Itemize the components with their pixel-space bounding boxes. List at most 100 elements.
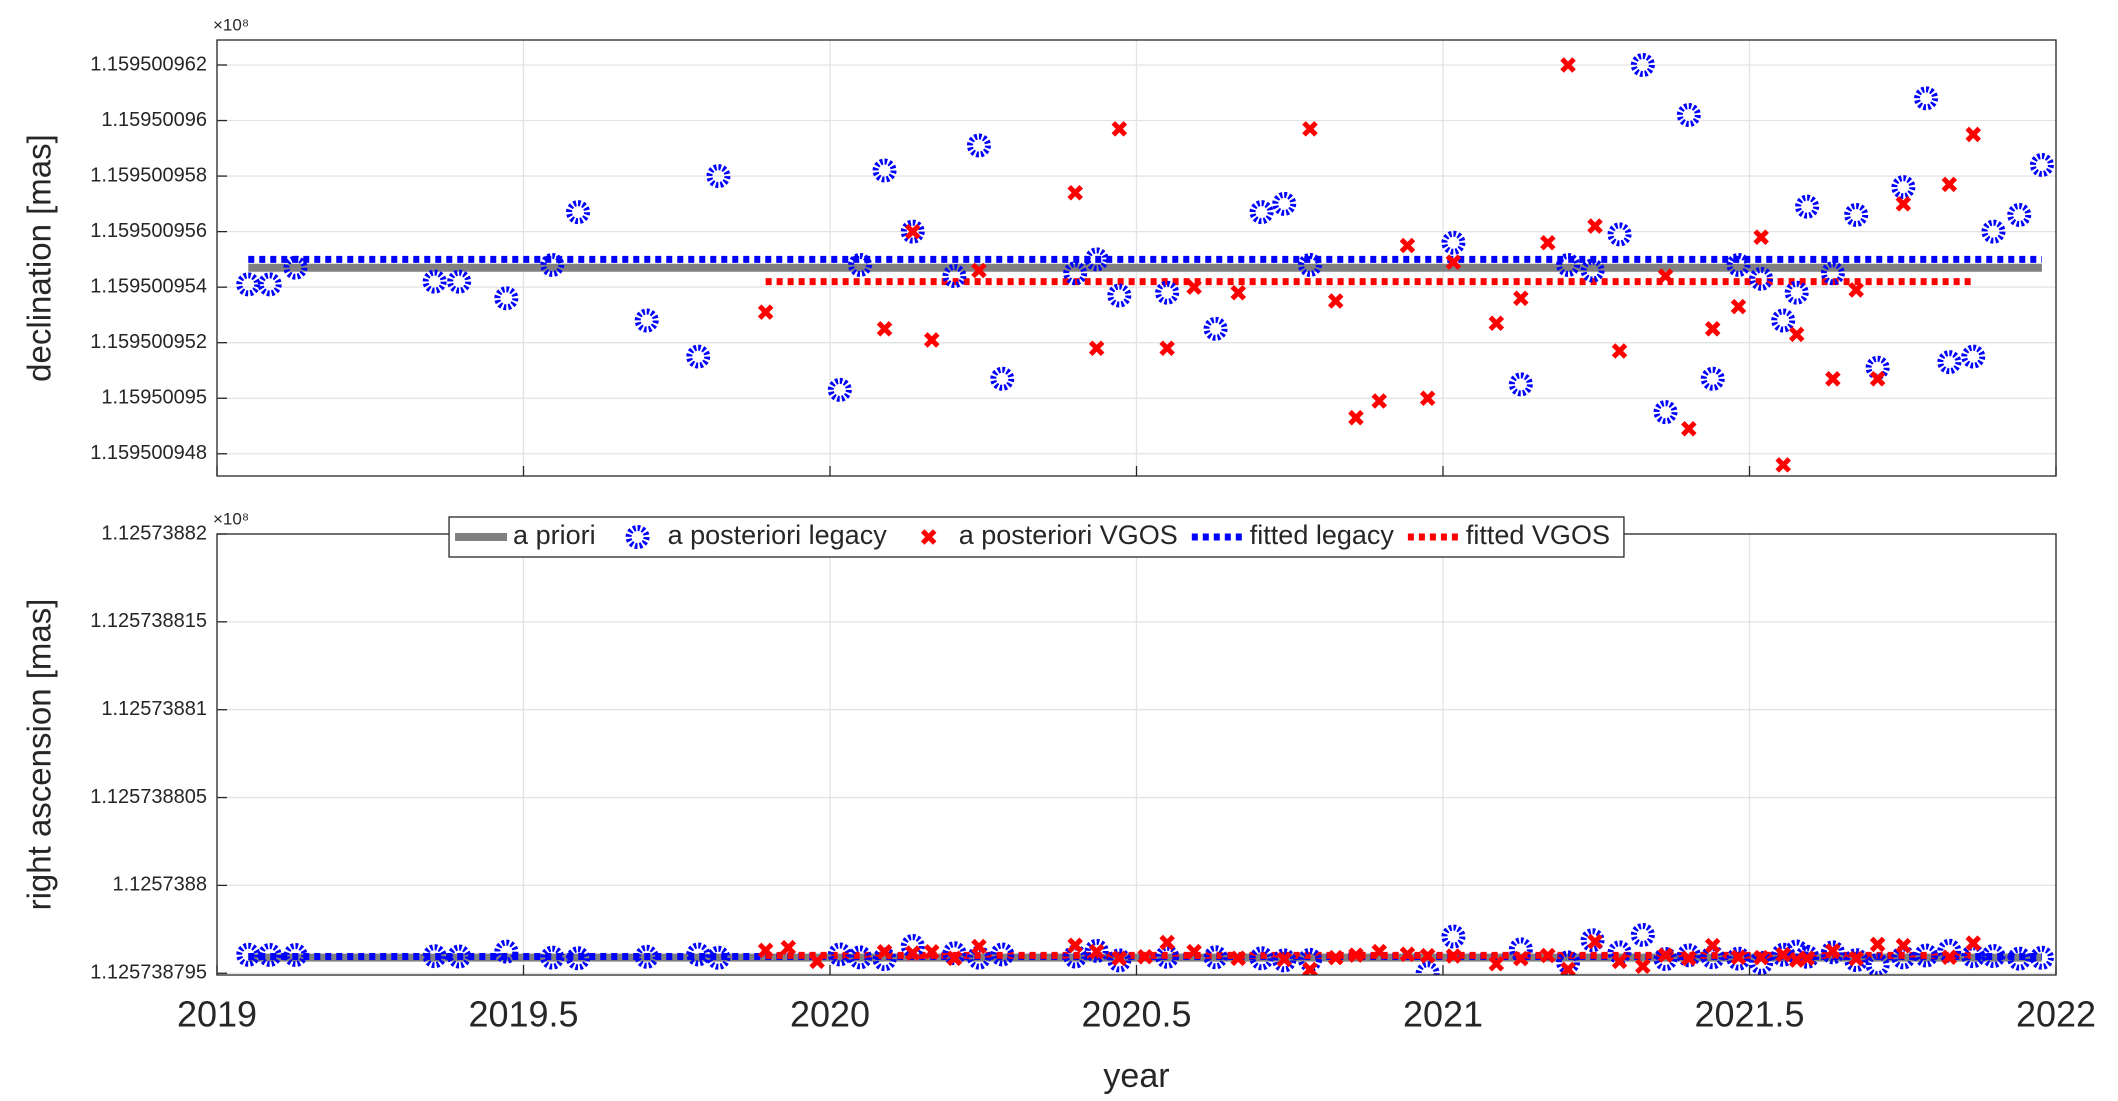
data-point [283, 255, 308, 280]
y-tick-label: 1.125738815 [90, 610, 207, 632]
data-point [1107, 283, 1132, 308]
data-point [990, 942, 1015, 967]
data-point [1775, 457, 1791, 473]
legend-label: fitted legacy [1250, 520, 1395, 550]
data-point [872, 158, 897, 183]
y-tick-label: 1.159500956 [90, 220, 207, 242]
data-point [1111, 121, 1128, 137]
data-point [923, 944, 940, 960]
data-point [236, 942, 261, 967]
data-point [540, 252, 565, 277]
data-point [1820, 940, 1845, 965]
y-axis-label: right ascension [mas] [21, 599, 58, 911]
data-point [1784, 939, 1809, 964]
data-point [1869, 936, 1886, 953]
y-tick-label: 1.159500952 [90, 331, 207, 353]
data-point [1965, 126, 1982, 143]
data-point [1730, 298, 1747, 315]
data-point [1556, 950, 1581, 975]
data-point [1560, 57, 1576, 73]
data-point [1820, 261, 1845, 286]
data-point [447, 269, 472, 294]
data-point [1540, 234, 1556, 251]
legend-swatch [920, 529, 937, 545]
data-point [942, 941, 967, 966]
data-point [1891, 945, 1916, 970]
data-point [1657, 268, 1674, 284]
legend-box [448, 516, 1625, 558]
y-multiplier: ×10⁸ [213, 15, 249, 34]
data-point [1445, 254, 1462, 270]
y-tick-label: 1.159500962 [90, 53, 207, 75]
y-multiplier: ×10⁸ [213, 509, 249, 528]
x-tick-label: 2020.5 [1081, 994, 1191, 1035]
data-point [1726, 252, 1751, 277]
data-point [1895, 937, 1912, 954]
data-point [1704, 937, 1721, 954]
y-tick-label: 1.1257388 [112, 874, 207, 896]
y-tick-label: 1.12573881 [101, 698, 207, 720]
y-tick-label: 1.125738805 [90, 786, 207, 808]
data-point [494, 286, 519, 311]
legend-label: fitted VGOS [1466, 520, 1610, 550]
data-point [1137, 948, 1153, 965]
data-point [1653, 947, 1678, 972]
data-point [1063, 261, 1088, 286]
x-tick-label: 2019.5 [468, 994, 578, 1035]
data-point [1891, 175, 1916, 200]
data-point [1441, 230, 1466, 255]
data-point [1753, 949, 1769, 966]
data-point [1084, 247, 1109, 272]
data-point [1700, 945, 1725, 970]
data-point [1419, 947, 1436, 964]
x-tick-label: 2021.5 [1694, 994, 1804, 1035]
data-point [780, 939, 797, 956]
data-point [1399, 946, 1416, 963]
data-point [1795, 944, 1820, 969]
data-point [1587, 218, 1603, 234]
data-point [1540, 947, 1556, 964]
data-point [1895, 196, 1912, 212]
data-point [946, 950, 963, 967]
data-point [1965, 935, 1982, 951]
y-tick-label: 1.159500948 [90, 442, 207, 464]
data-point [236, 272, 261, 297]
data-point [257, 272, 282, 297]
data-point [1203, 945, 1228, 970]
data-point [686, 942, 711, 967]
data-point [904, 223, 921, 240]
data-point [1869, 371, 1886, 387]
data-point [1302, 961, 1318, 975]
data-point [1327, 949, 1344, 966]
data-point [1230, 284, 1247, 301]
data-point [686, 344, 711, 369]
data-layer [236, 52, 2054, 473]
data-point [1348, 409, 1364, 426]
data-point [1419, 390, 1436, 407]
data-point [422, 269, 447, 294]
data-point [1848, 282, 1864, 298]
data-point [904, 945, 921, 961]
data-point [1607, 222, 1632, 247]
data-point [1186, 943, 1202, 960]
data-point [1302, 121, 1318, 137]
data-point [1159, 340, 1175, 357]
data-point [1961, 344, 1986, 369]
y-tick-label: 1.159500958 [90, 164, 207, 186]
data-point [566, 946, 591, 971]
data-point [1865, 355, 1890, 380]
data-point [1441, 924, 1466, 949]
data-point [706, 945, 731, 970]
data-point [1272, 191, 1297, 216]
data-point [1107, 948, 1132, 973]
data-point [1513, 950, 1529, 967]
data-point [706, 164, 731, 189]
data-point [1230, 950, 1247, 967]
axes-frame [216, 39, 2057, 477]
data-point [1657, 947, 1674, 963]
data-point [566, 200, 591, 225]
data-point [1249, 200, 1274, 225]
data-point [1488, 955, 1505, 972]
data-point [1788, 952, 1805, 968]
